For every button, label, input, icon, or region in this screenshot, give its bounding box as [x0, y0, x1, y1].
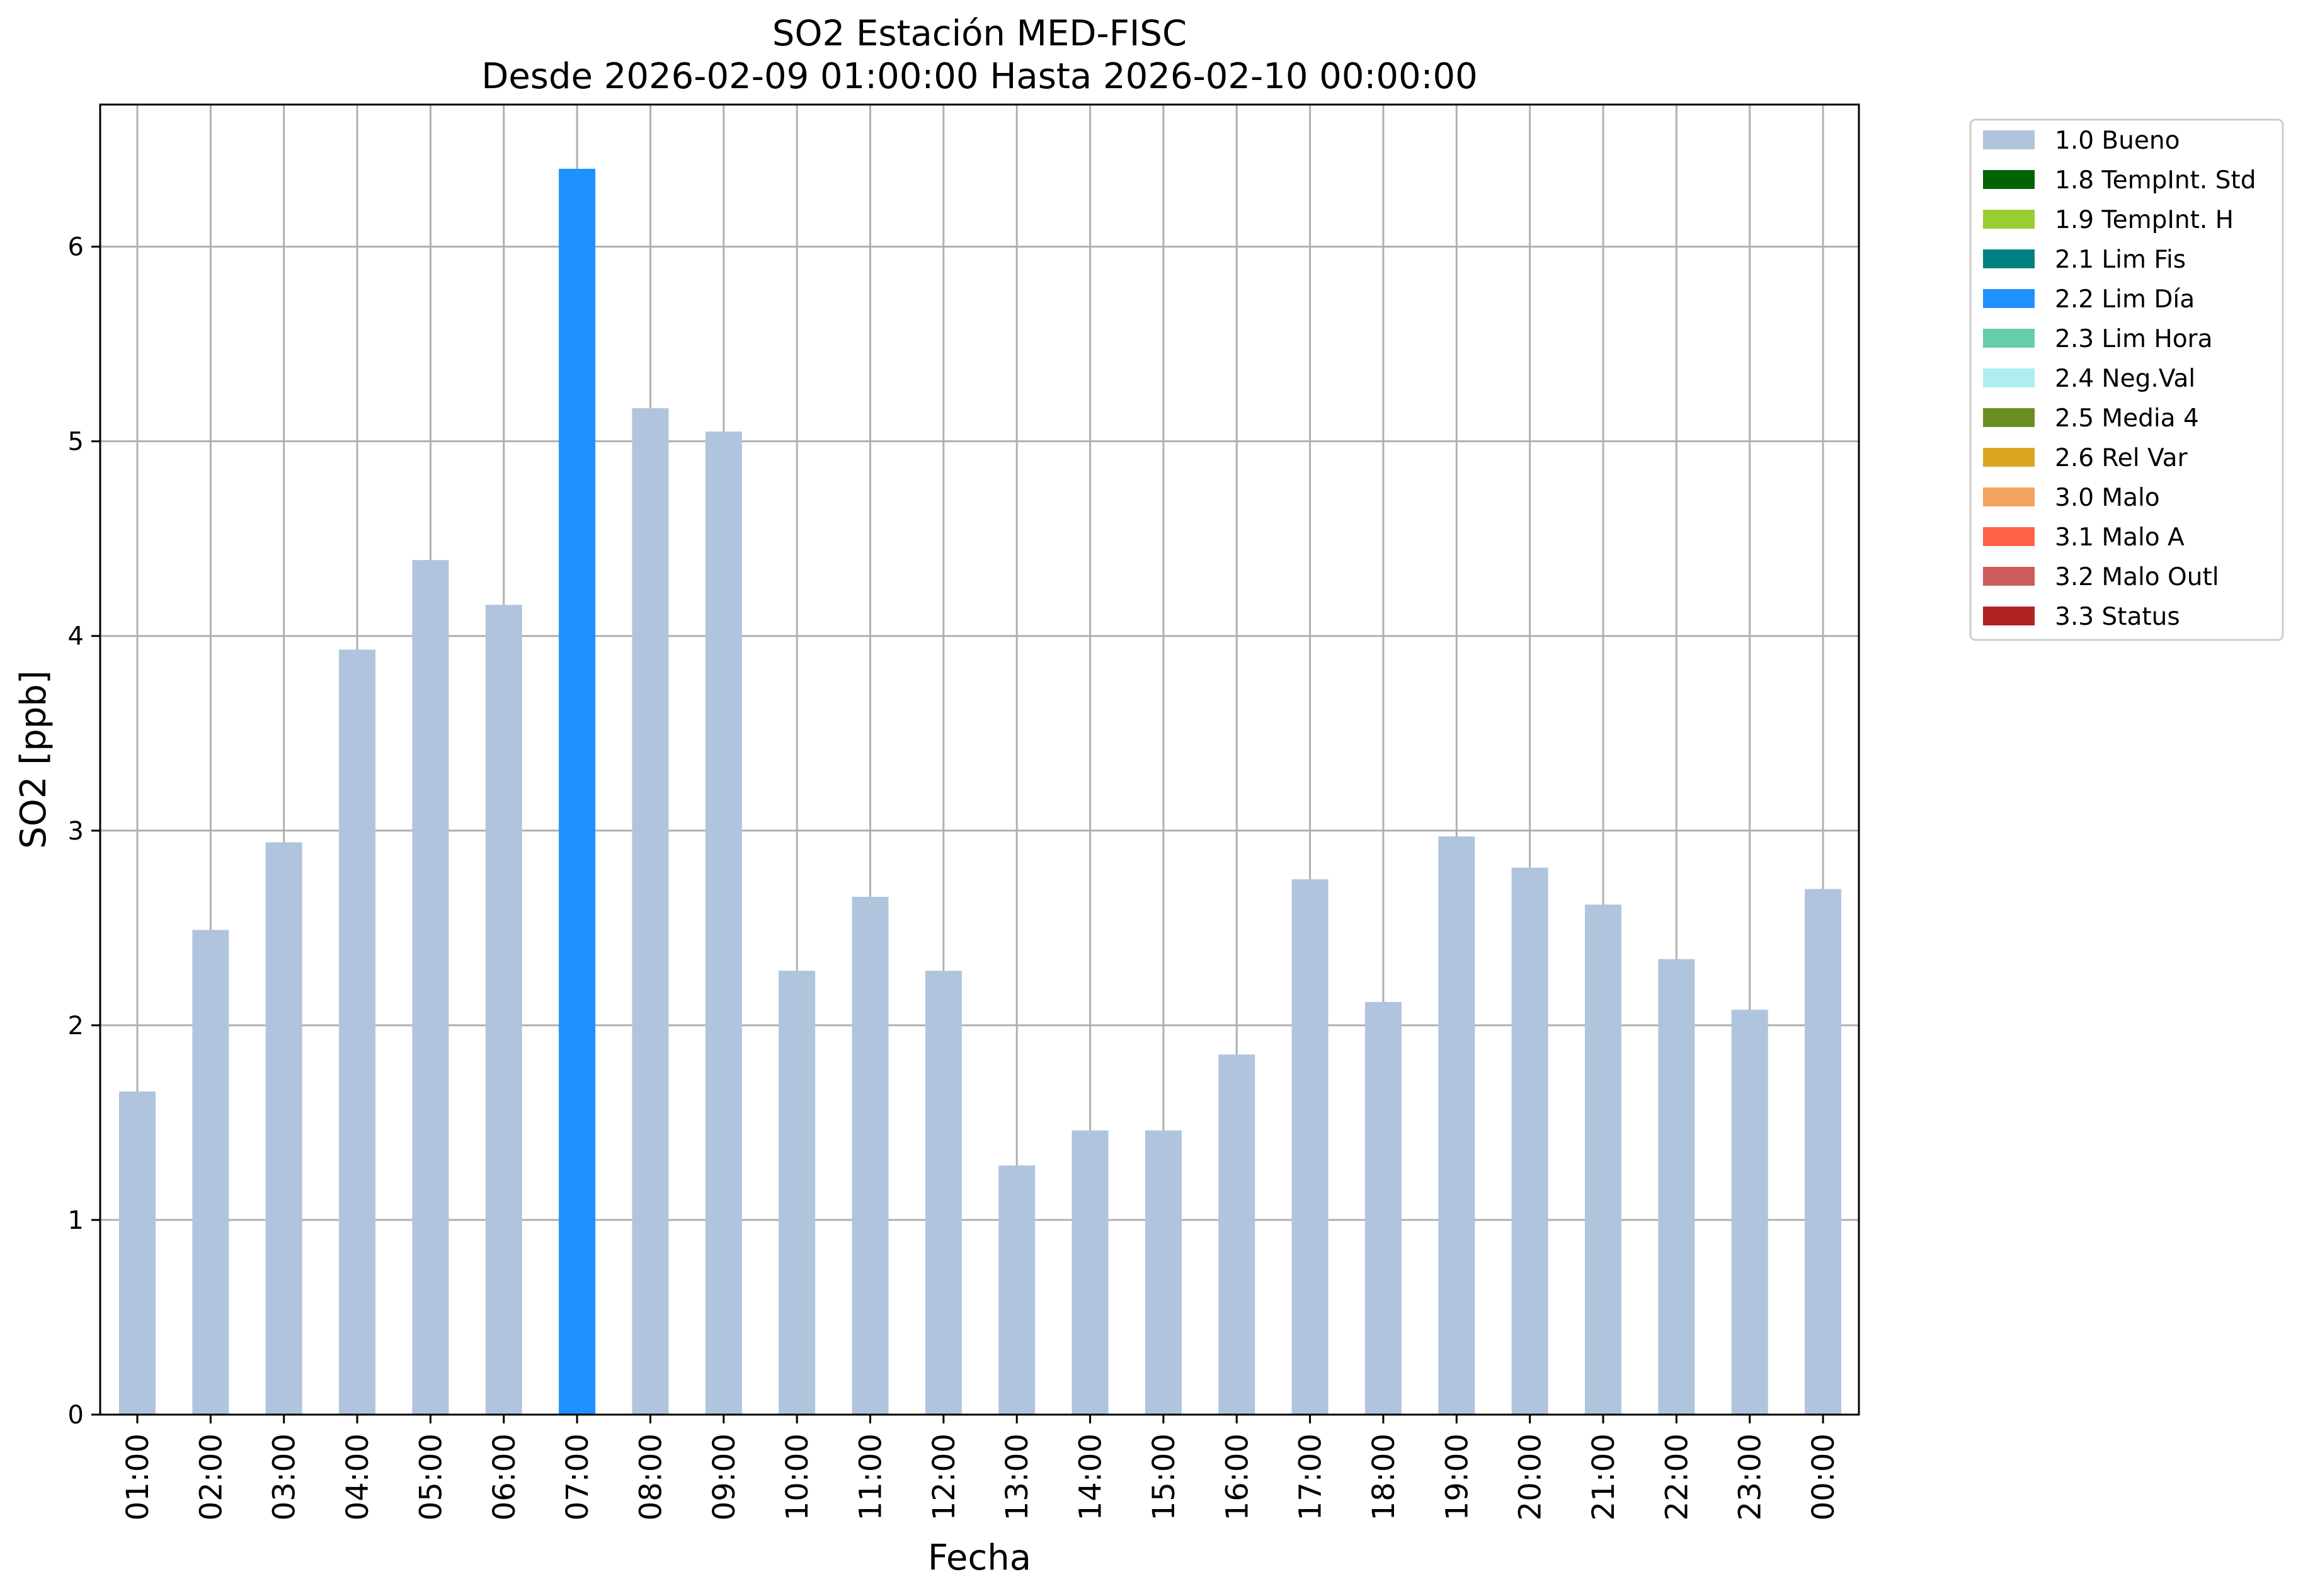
bar [119, 1091, 156, 1415]
legend-label: 2.6 Rel Var [2055, 444, 2188, 472]
bar [1585, 904, 1621, 1415]
x-tick-label: 00:00 [1806, 1434, 1841, 1520]
x-tick-label: 22:00 [1659, 1434, 1694, 1520]
plot-frame [99, 103, 1860, 1416]
bar [485, 605, 522, 1415]
x-tick-label: 04:00 [340, 1434, 375, 1520]
bar [1145, 1130, 1182, 1415]
bar [852, 896, 889, 1415]
legend-swatch [1983, 249, 2035, 268]
legend-label: 3.2 Malo Outl [2055, 563, 2219, 591]
x-tick-label: 21:00 [1586, 1434, 1621, 1520]
legend-label: 2.5 Media 4 [2055, 404, 2199, 433]
legend-label: 1.9 TempInt. H [2055, 206, 2234, 234]
legend-label: 2.3 Lim Hora [2055, 325, 2213, 353]
legend-swatch [1983, 130, 2035, 149]
x-tick-label: 07:00 [560, 1434, 595, 1520]
legend-swatch [1983, 567, 2035, 586]
x-tick-label: 18:00 [1366, 1434, 1402, 1520]
bar [339, 649, 376, 1415]
x-tick-label: 13:00 [1000, 1434, 1035, 1520]
legend-label: 2.4 Neg.Val [2055, 365, 2195, 393]
chart-title: SO2 Estación MED-FISC [772, 13, 1187, 54]
y-tick-label: 2 [68, 1012, 84, 1040]
bar [1071, 1130, 1109, 1415]
x-tick-label: 09:00 [707, 1434, 742, 1520]
legend-label: 3.3 Status [2055, 603, 2180, 631]
legend-swatch [1983, 487, 2035, 506]
y-axis-label: SO2 [ppb] [13, 670, 54, 848]
bar [779, 971, 816, 1415]
legend-swatch [1983, 289, 2035, 308]
x-tick-label: 05:00 [413, 1434, 449, 1520]
y-axis-ticks: 0 1 2 3 4 5 6 [68, 233, 100, 1430]
y-tick-label: 4 [68, 622, 84, 651]
chart-subtitle: Desde 2026-02-09 01:00:00 Hasta 2026-02-… [481, 56, 1478, 97]
legend-swatch [1983, 210, 2035, 229]
legend-swatch [1983, 408, 2035, 427]
y-tick-label: 5 [68, 428, 84, 457]
bar [1658, 959, 1695, 1415]
bar [1364, 1001, 1402, 1415]
legend-swatch [1983, 448, 2035, 467]
legend-swatch [1983, 527, 2035, 546]
bar [1731, 1010, 1768, 1415]
x-tick-label: 03:00 [267, 1434, 302, 1520]
legend-label: 1.0 Bueno [2055, 127, 2180, 155]
x-tick-label: 19:00 [1439, 1434, 1475, 1520]
x-axis-ticks: 01:00 02:00 03:00 04:00 05:00 06:00 07:00 08:00… [120, 1415, 1841, 1520]
bars [119, 168, 1842, 1415]
bar [559, 168, 596, 1415]
legend-label: 2.1 Lim Fis [2055, 246, 2186, 274]
bar [1511, 867, 1548, 1415]
legend-label: 2.2 Lim Día [2055, 285, 2195, 314]
legend-swatch [1983, 170, 2035, 189]
legend: 1.0 Bueno 1.8 TempInt. Std 1.9 TempInt. H 2… [1969, 118, 2284, 641]
bar [265, 842, 302, 1415]
legend-label: 3.0 Malo [2055, 484, 2160, 512]
x-tick-label: 20:00 [1513, 1434, 1548, 1520]
bar [1805, 889, 1842, 1415]
bar [1291, 879, 1329, 1415]
x-axis-label: Fecha [928, 1537, 1031, 1578]
x-tick-label: 02:00 [193, 1434, 229, 1520]
legend-label: 1.8 TempInt. Std [2055, 166, 2256, 195]
x-tick-label: 23:00 [1733, 1434, 1768, 1520]
bar [412, 560, 449, 1415]
x-tick-label: 10:00 [780, 1434, 815, 1520]
y-tick-label: 3 [68, 817, 84, 846]
bar [705, 431, 742, 1415]
x-tick-label: 15:00 [1146, 1434, 1182, 1520]
bar [1438, 836, 1475, 1415]
x-tick-label: 11:00 [854, 1434, 889, 1520]
legend-box [1969, 118, 2284, 641]
x-tick-label: 14:00 [1073, 1434, 1109, 1520]
legend-label: 3.1 Malo A [2055, 523, 2185, 552]
bar [192, 930, 229, 1415]
bar [632, 408, 669, 1415]
y-tick-label: 6 [68, 233, 84, 262]
y-tick-label: 0 [68, 1401, 84, 1430]
x-tick-label: 01:00 [120, 1434, 156, 1520]
x-tick-label: 16:00 [1220, 1434, 1255, 1520]
legend-swatch [1983, 368, 2035, 387]
bar [925, 971, 962, 1415]
y-tick-label: 1 [68, 1206, 84, 1235]
x-tick-label: 12:00 [927, 1434, 962, 1520]
bar [1218, 1054, 1255, 1415]
x-tick-label: 06:00 [487, 1434, 522, 1520]
legend-swatch [1983, 329, 2035, 348]
x-tick-label: 17:00 [1293, 1434, 1329, 1520]
x-tick-label: 08:00 [633, 1434, 668, 1520]
bar [998, 1165, 1036, 1415]
legend-swatch [1983, 607, 2035, 625]
